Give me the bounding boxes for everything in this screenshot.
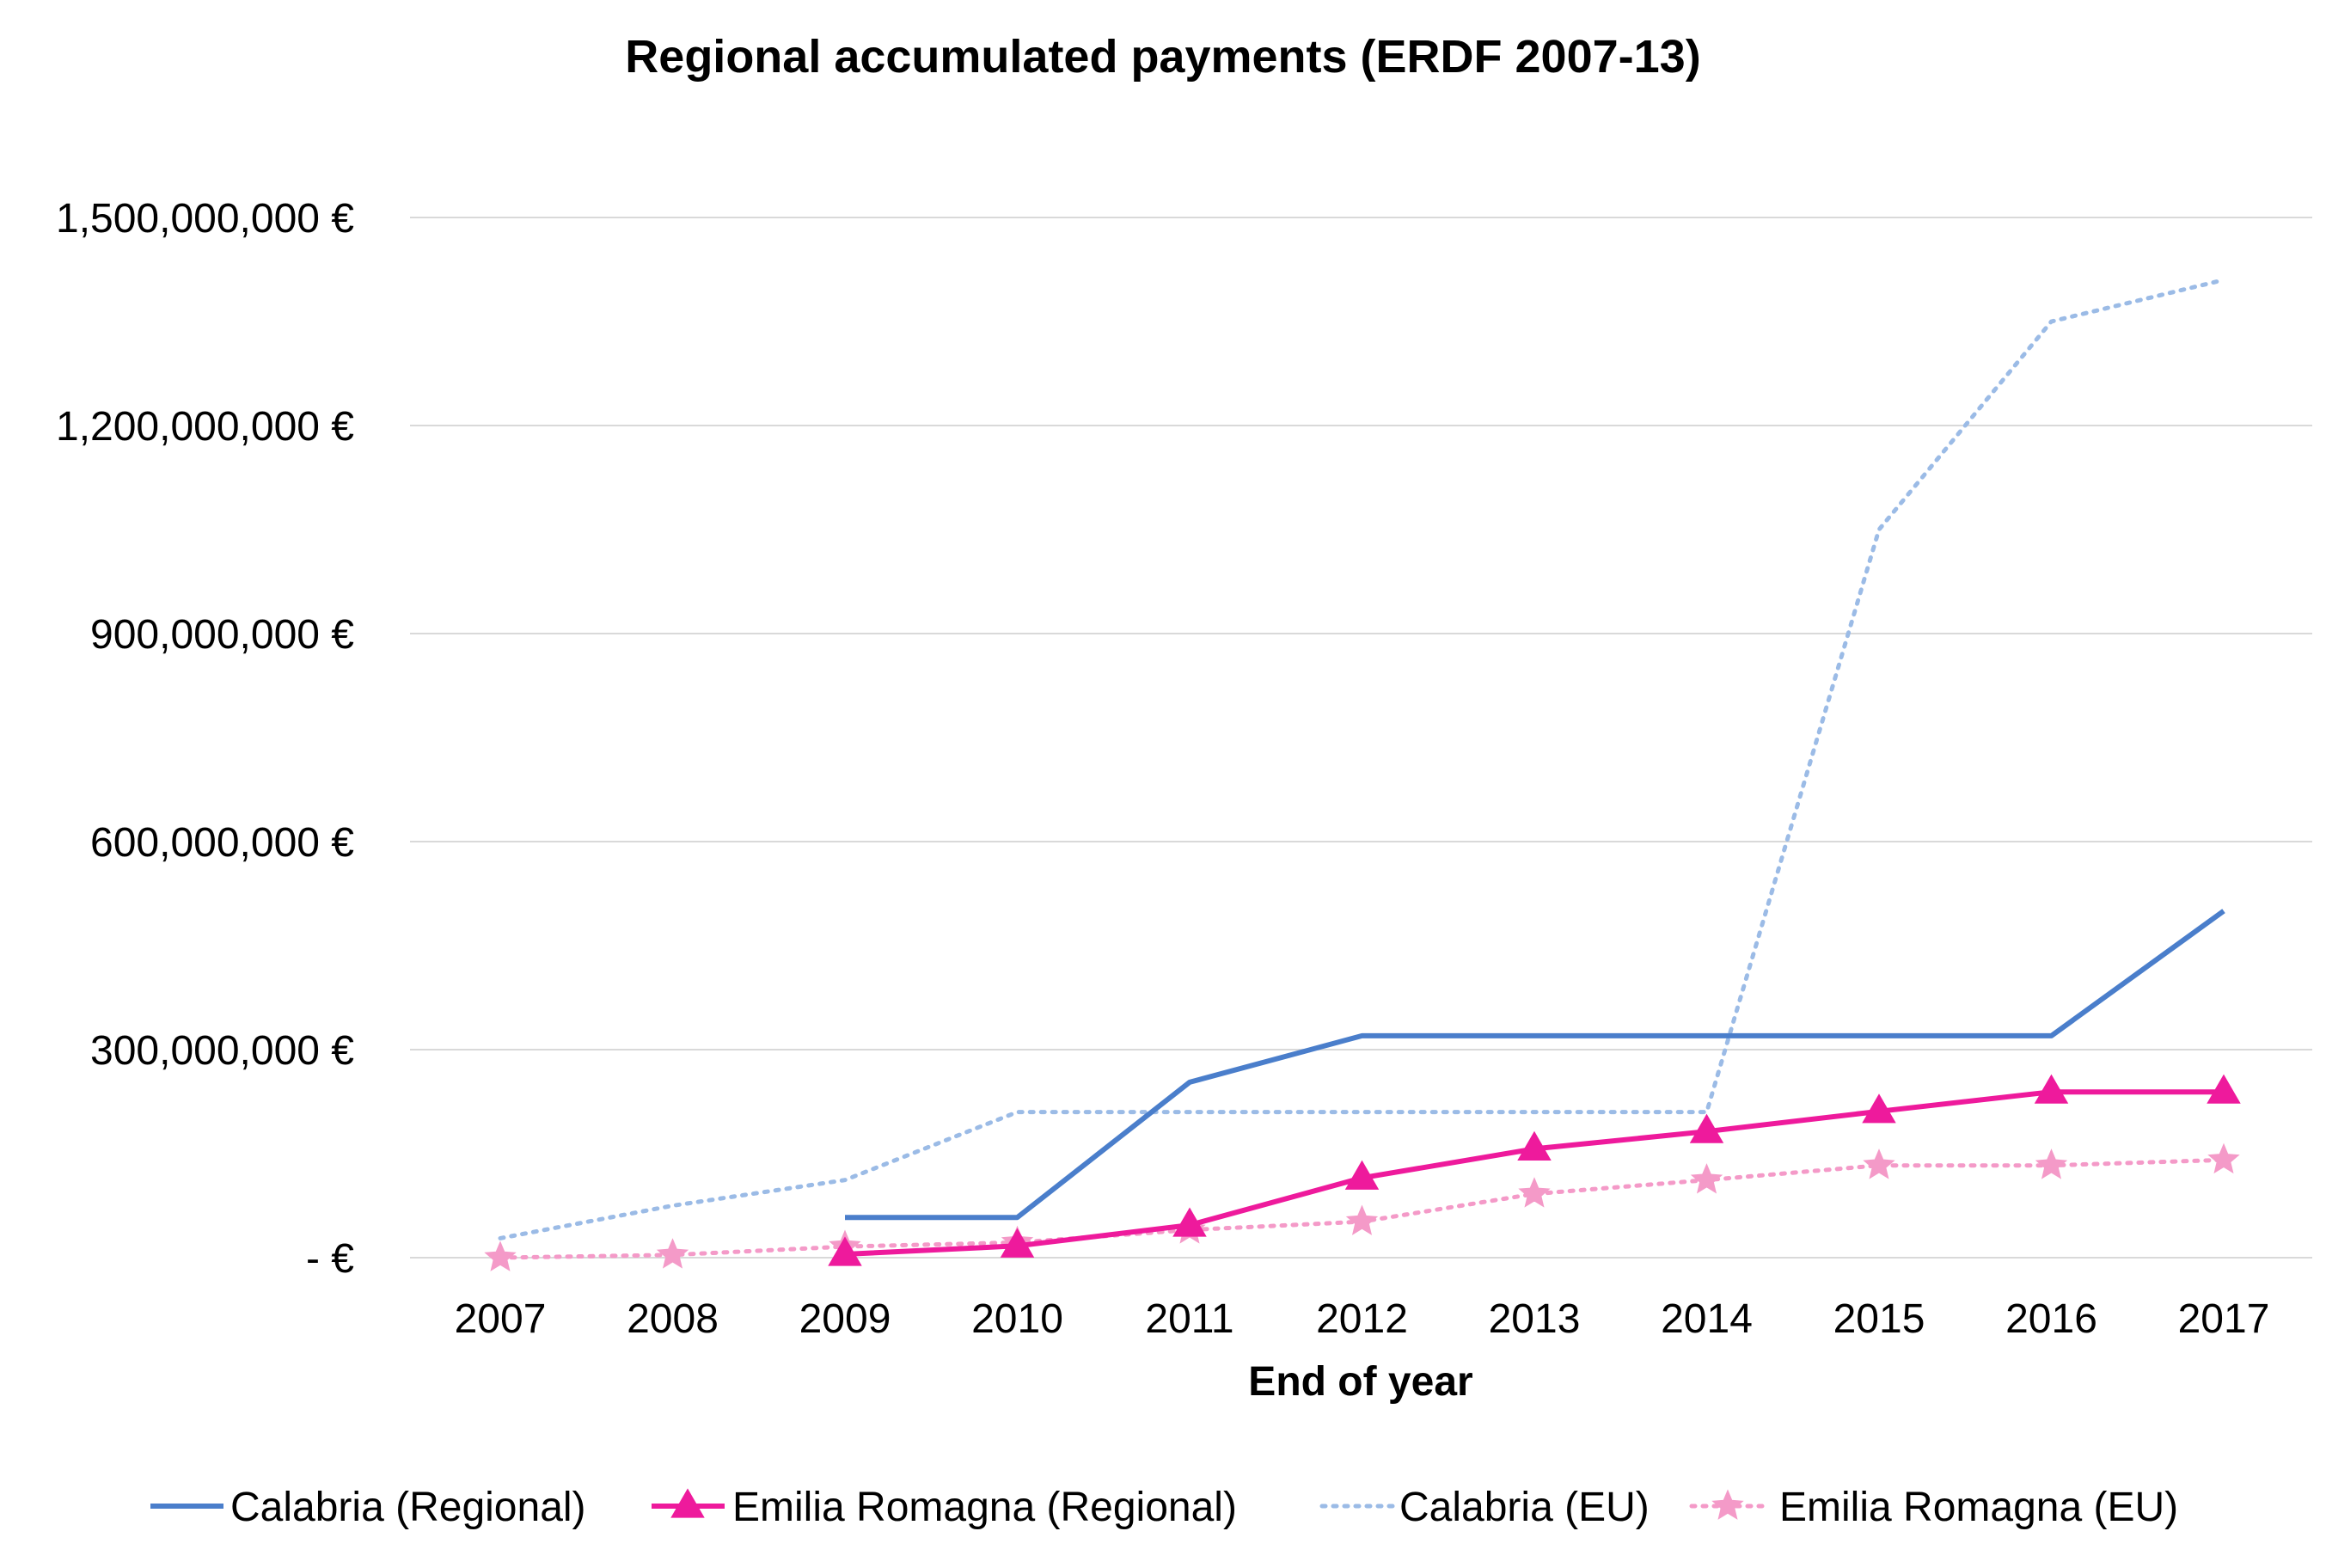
- data-point-marker: [656, 1238, 689, 1269]
- series-line: [845, 909, 2225, 1221]
- x-tick-label: 2009: [799, 1296, 891, 1342]
- x-tick-label: 2017: [2178, 1296, 2270, 1342]
- chart-title: Regional accumulated payments (ERDF 2007…: [625, 31, 1700, 83]
- data-point-marker: [1172, 1207, 1207, 1237]
- data-point-marker: [828, 1236, 862, 1266]
- legend-label: Calabria (Regional): [230, 1485, 586, 1530]
- legend-label: Emilia Romagna (Regional): [732, 1485, 1237, 1530]
- series-line: [498, 278, 2226, 1240]
- y-tick-label: - €: [306, 1236, 354, 1282]
- gridlines: [410, 217, 2312, 1259]
- legend-marker: [1711, 1489, 1744, 1520]
- series-calabria-regional: [845, 909, 2225, 1221]
- x-tick-label: 2014: [1661, 1296, 1753, 1342]
- legend: Calabria (Regional) Emilia Romagna (Regio…: [150, 1485, 2178, 1530]
- x-tick-label: 2008: [627, 1296, 719, 1342]
- legend-label: Emilia Romagna (EU): [1779, 1485, 2178, 1530]
- y-tick-label: 1,500,000,000 €: [56, 196, 354, 242]
- x-tick-label: 2011: [1145, 1296, 1233, 1342]
- data-point-marker: [2034, 1074, 2069, 1104]
- data-point-marker: [1690, 1163, 1723, 1194]
- data-series: [484, 278, 2241, 1271]
- x-tick-label: 2015: [1833, 1296, 1925, 1342]
- data-point-marker: [1518, 1177, 1551, 1208]
- x-tick-label: 2013: [1489, 1296, 1581, 1342]
- data-point-marker: [1000, 1228, 1035, 1258]
- x-tick-label: 2010: [971, 1296, 1063, 1342]
- legend-item: Emilia Romagna (EU): [1689, 1485, 2178, 1530]
- series-line: [844, 1089, 2224, 1257]
- data-point-marker: [1344, 1160, 1380, 1190]
- x-tick-label: 2007: [455, 1296, 547, 1342]
- data-point-marker: [1863, 1148, 1895, 1179]
- y-tick-label: 900,000,000 €: [90, 612, 354, 658]
- legend-item: Emilia Romagna (Regional): [652, 1485, 1237, 1530]
- y-axis-tick-labels: - € 300,000,000 € 600,000,000 € 900,000,000…: [56, 196, 354, 1282]
- data-point-marker: [1517, 1130, 1552, 1161]
- y-tick-label: 300,000,000 €: [90, 1028, 354, 1074]
- data-point-marker: [1862, 1093, 1896, 1124]
- data-point-marker: [1345, 1204, 1379, 1235]
- x-tick-label: 2012: [1316, 1296, 1408, 1342]
- legend-marker: [670, 1488, 705, 1518]
- data-point-marker: [2207, 1074, 2241, 1104]
- legend-item: Calabria (EU): [1319, 1485, 1650, 1530]
- legend-label: Calabria (EU): [1399, 1485, 1650, 1530]
- legend-item: Calabria (Regional): [150, 1485, 586, 1530]
- series-calabria-eu: [498, 278, 2226, 1240]
- data-point-marker: [2207, 1142, 2240, 1174]
- data-point-marker: [484, 1240, 517, 1271]
- data-point-marker: [2035, 1148, 2068, 1179]
- series-emilia-romagna-regional: [828, 1074, 2241, 1266]
- y-tick-label: 1,200,000,000 €: [56, 404, 354, 450]
- x-axis-tick-labels: 2007 2008 2009 2010 2011 2012 2013 2014 2015 2016…: [455, 1296, 2270, 1342]
- x-axis-label: End of year: [1248, 1359, 1472, 1405]
- data-point-marker: [1689, 1113, 1724, 1143]
- y-tick-label: 600,000,000 €: [90, 820, 354, 866]
- x-tick-label: 2016: [2005, 1296, 2097, 1342]
